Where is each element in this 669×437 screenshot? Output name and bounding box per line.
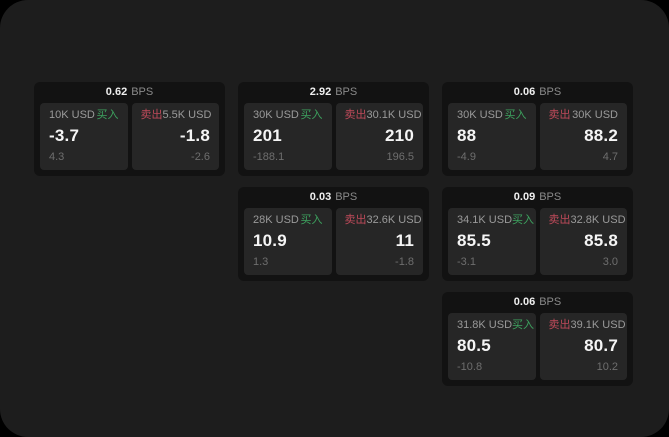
sell-price: 85.8 (584, 231, 618, 250)
buy-amount: 34.1K USD (457, 214, 513, 226)
quote-card-1: 0.62 BPS 10K USD 买入 -3.7 4.3 卖出 5.5K USD (34, 82, 225, 176)
sell-label: 卖出 (548, 109, 571, 121)
quote-card-4: 0.03 BPS 28K USD 买入 10.9 1.3 卖出 32.6K US… (238, 187, 429, 281)
buy-label: 买入 (300, 214, 323, 226)
buy-label: 买入 (512, 214, 535, 226)
buy-change: 4.3 (49, 151, 65, 163)
bps-value: 0.06 (513, 86, 536, 98)
sell-label: 卖出 (344, 214, 367, 226)
buy-price: 85.5 (457, 231, 491, 250)
buy-change: -4.9 (457, 151, 476, 163)
sell-price: 11 (395, 231, 414, 250)
buy-change: -188.1 (253, 151, 285, 163)
sell-tile[interactable]: 卖出 32.6K USD 11 -1.8 (335, 208, 423, 275)
buy-tile[interactable]: 10K USD 买入 -3.7 4.3 (40, 103, 128, 170)
bps-value: 0.06 (513, 296, 536, 308)
bps-value: 0.62 (105, 86, 128, 98)
quote-body: 34.1K USD 买入 85.5 -3.1 卖出 32.8K USD 85.8… (442, 208, 633, 281)
buy-price: 10.9 (253, 231, 287, 250)
buy-tile[interactable]: 28K USD 买入 10.9 1.3 (244, 208, 332, 275)
sell-change: -1.8 (395, 256, 414, 268)
buy-amount: 28K USD (253, 214, 299, 226)
buy-change: -10.8 (457, 361, 483, 373)
sell-price: 80.7 (584, 336, 618, 355)
bps-header: 0.06 BPS (442, 292, 633, 313)
quote-body: 28K USD 买入 10.9 1.3 卖出 32.6K USD 11 -1.8 (238, 208, 429, 281)
sell-amount: 5.5K USD (162, 109, 212, 121)
sell-label: 卖出 (548, 214, 571, 226)
buy-label: 买入 (504, 109, 527, 121)
buy-change: -3.1 (457, 256, 476, 268)
buy-label: 买入 (512, 319, 535, 331)
bps-header: 0.06 BPS (442, 82, 633, 103)
quote-body: 31.8K USD 买入 80.5 -10.8 卖出 39.1K USD 80.… (442, 313, 633, 386)
sell-amount: 30.1K USD (366, 109, 422, 121)
bps-value: 2.92 (309, 86, 332, 98)
sell-amount: 32.6K USD (366, 214, 422, 226)
sell-amount: 32.8K USD (570, 214, 626, 226)
bps-unit-label: BPS (131, 86, 154, 98)
quote-body: 30K USD 买入 88 -4.9 卖出 30K USD 88.2 4.7 (442, 103, 633, 176)
sell-change: 3.0 (602, 256, 618, 268)
sell-price: -1.8 (179, 126, 210, 145)
buy-amount: 31.8K USD (457, 319, 513, 331)
sell-change: 10.2 (596, 361, 618, 373)
buy-price: 80.5 (457, 336, 491, 355)
buy-price: -3.7 (49, 126, 80, 145)
sell-amount: 39.1K USD (570, 319, 626, 331)
sell-tile[interactable]: 卖出 30.1K USD 210 196.5 (335, 103, 423, 170)
buy-label: 买入 (96, 109, 119, 121)
buy-amount: 10K USD (49, 109, 95, 121)
buy-amount: 30K USD (253, 109, 299, 121)
sell-tile[interactable]: 卖出 39.1K USD 80.7 10.2 (539, 313, 627, 380)
quote-card-6: 0.06 BPS 31.8K USD 买入 80.5 -10.8 卖出 39.1… (442, 292, 633, 386)
buy-tile[interactable]: 30K USD 买入 201 -188.1 (244, 103, 332, 170)
buy-tile[interactable]: 34.1K USD 买入 85.5 -3.1 (448, 208, 536, 275)
buy-tile[interactable]: 31.8K USD 买入 80.5 -10.8 (448, 313, 536, 380)
sell-tile[interactable]: 卖出 30K USD 88.2 4.7 (539, 103, 627, 170)
bps-header: 0.62 BPS (34, 82, 225, 103)
sell-tile[interactable]: 卖出 5.5K USD -1.8 -2.6 (131, 103, 219, 170)
sell-price: 88.2 (584, 126, 618, 145)
sell-label: 卖出 (548, 319, 571, 331)
sell-change: -2.6 (191, 151, 210, 163)
sell-label: 卖出 (344, 109, 367, 121)
bps-header: 0.09 BPS (442, 187, 633, 208)
buy-amount: 30K USD (457, 109, 503, 121)
sell-tile[interactable]: 卖出 32.8K USD 85.8 3.0 (539, 208, 627, 275)
sell-amount: 30K USD (572, 109, 618, 121)
buy-price: 201 (253, 126, 282, 145)
bps-unit-label: BPS (539, 191, 562, 203)
quote-body: 10K USD 买入 -3.7 4.3 卖出 5.5K USD -1.8 -2.… (34, 103, 225, 176)
quote-grid: 0.62 BPS 10K USD 买入 -3.7 4.3 卖出 5.5K USD (34, 82, 633, 386)
buy-change: 1.3 (253, 256, 269, 268)
sell-change: 196.5 (386, 151, 414, 163)
bps-unit-label: BPS (539, 296, 562, 308)
quote-card-5: 0.09 BPS 34.1K USD 买入 85.5 -3.1 卖出 32.8K… (442, 187, 633, 281)
sell-label: 卖出 (140, 109, 163, 121)
quote-card-3: 0.06 BPS 30K USD 买入 88 -4.9 卖出 30K USD (442, 82, 633, 176)
quote-card-2: 2.92 BPS 30K USD 买入 201 -188.1 卖出 30.1K … (238, 82, 429, 176)
bps-value: 0.09 (513, 191, 536, 203)
buy-price: 88 (457, 126, 477, 145)
quote-body: 30K USD 买入 201 -188.1 卖出 30.1K USD 210 1… (238, 103, 429, 176)
sell-price: 210 (385, 126, 414, 145)
sell-change: 4.7 (602, 151, 618, 163)
bps-header: 2.92 BPS (238, 82, 429, 103)
bps-unit-label: BPS (539, 86, 562, 98)
bps-unit-label: BPS (335, 86, 358, 98)
buy-label: 买入 (300, 109, 323, 121)
bps-value: 0.03 (309, 191, 332, 203)
bps-header: 0.03 BPS (238, 187, 429, 208)
bps-unit-label: BPS (335, 191, 358, 203)
buy-tile[interactable]: 30K USD 买入 88 -4.9 (448, 103, 536, 170)
